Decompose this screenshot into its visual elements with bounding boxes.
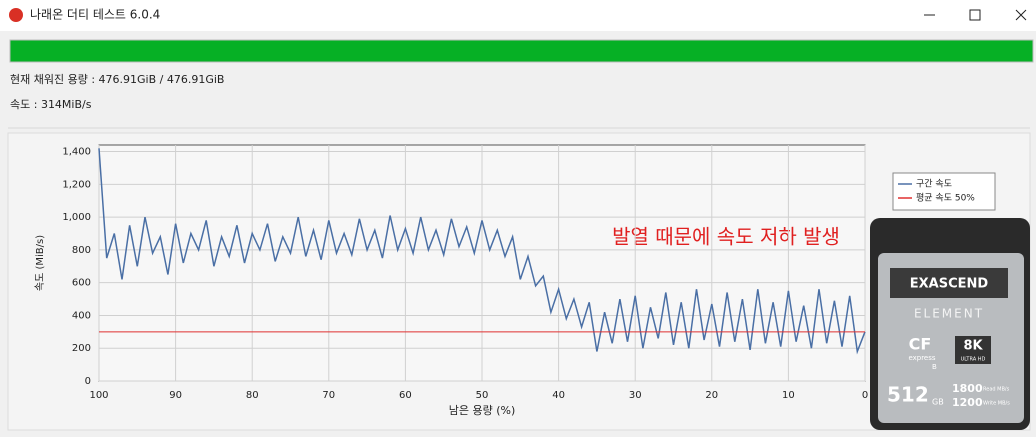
y-tick-label: 200 <box>72 343 91 354</box>
y-axis-label: 속도 (MiB/s) <box>34 235 46 291</box>
annotation: 발열 때문에 속도 저하 발생 <box>612 225 840 249</box>
res-box <box>955 336 991 364</box>
y-tick-label: 400 <box>72 310 91 321</box>
legend <box>892 172 996 211</box>
window-title: 나래온 더티 테스트 6.0.4 <box>30 8 160 22</box>
x-tick-label: 10 <box>782 390 795 401</box>
card-unit: GB <box>932 398 944 407</box>
card-line: ELEMENT <box>914 307 984 321</box>
x-tick-label: 60 <box>399 390 412 401</box>
card-format-type: B <box>932 363 937 371</box>
x-tick-label: 80 <box>246 390 259 401</box>
card-write: 1200 <box>952 396 983 409</box>
speed-line <box>98 148 866 355</box>
memory-card: EXASCEND ELEMENT CF express B 8K ULTRA H… <box>870 218 1030 430</box>
card-res-sub: ULTRA HD <box>961 357 986 363</box>
close-button[interactable] <box>1015 9 1027 21</box>
y-tick-label: 800 <box>72 245 91 256</box>
title-bar <box>0 0 1036 31</box>
card-format: CF <box>909 335 932 354</box>
x-tick-label: 100 <box>89 390 108 401</box>
brand-band <box>890 268 1008 298</box>
card-res: 8K <box>963 339 983 354</box>
x-tick-label: 0 <box>862 390 868 401</box>
maximize-button[interactable] <box>969 9 981 21</box>
card-read: 1800 <box>952 382 983 395</box>
x-tick-label: 20 <box>705 390 718 401</box>
x-tick-label: 90 <box>169 390 182 401</box>
y-tick-label: 1,000 <box>62 212 91 223</box>
progress-bar <box>9 39 1034 63</box>
status-capacity: 현재 채워진 용량 : 476.91GiB / 476.91GiB <box>10 73 224 86</box>
card-brand: EXASCEND <box>910 277 989 292</box>
legend-label: 구간 속도 <box>916 179 952 190</box>
y-tick-label: 1,200 <box>62 179 91 190</box>
card-read-label: Read MB/s <box>983 387 1010 393</box>
card-write-label: Write MB/s <box>983 401 1010 407</box>
card-format-sub: express <box>908 354 935 362</box>
status-speed: 속도 : 314MiB/s <box>10 98 92 111</box>
card-capacity: 512 <box>887 383 929 407</box>
x-tick-label: 50 <box>476 390 489 401</box>
y-tick-label: 1,400 <box>62 147 91 158</box>
y-tick-label: 0 <box>85 376 91 387</box>
app-icon <box>9 8 23 22</box>
x-tick-label: 30 <box>629 390 642 401</box>
x-tick-label: 40 <box>552 390 565 401</box>
x-tick-label: 70 <box>322 390 335 401</box>
legend-label: 평균 속도 50% <box>916 193 975 204</box>
x-axis-label: 남은 용량 (%) <box>449 404 516 417</box>
y-tick-label: 600 <box>72 278 91 289</box>
